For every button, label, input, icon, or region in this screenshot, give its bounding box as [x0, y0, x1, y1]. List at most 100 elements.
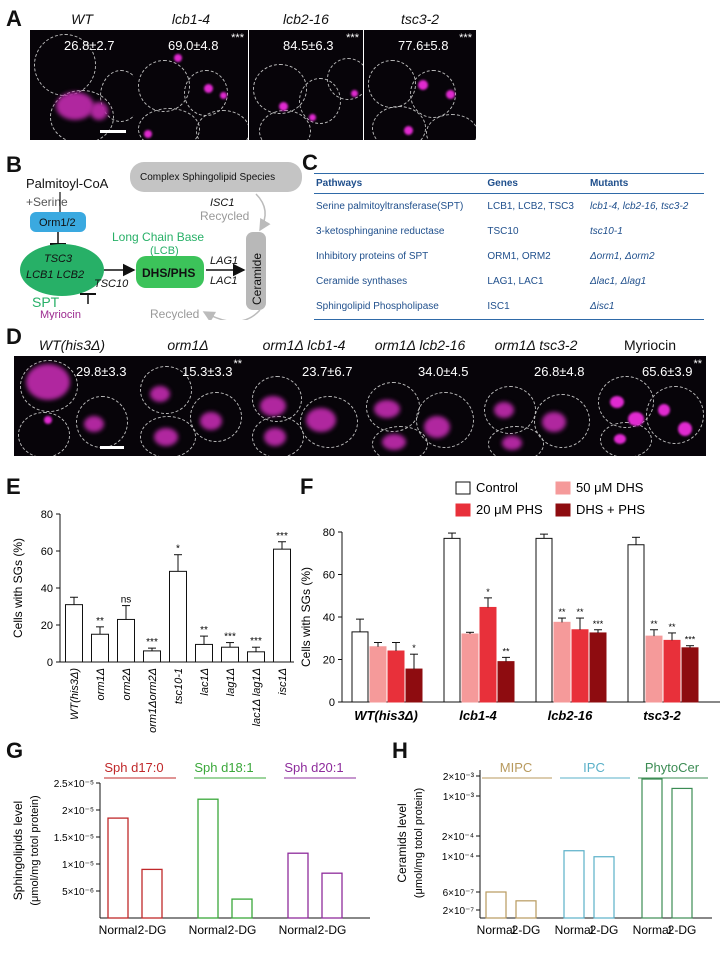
- bar: [143, 650, 161, 663]
- pathway-cell: Sphingolipid Phospholipase: [314, 294, 486, 320]
- significance-stars: ***: [231, 32, 244, 44]
- significance-stars: ***: [346, 32, 359, 44]
- bar: [627, 544, 645, 703]
- panel-label-g: G: [6, 738, 24, 763]
- significance-stars: **: [233, 358, 242, 370]
- y-axis-label: Cells with SGs (%): [11, 538, 25, 638]
- micrograph-label: lcb2-16: [283, 11, 329, 27]
- bar: [443, 537, 461, 703]
- mutants-cell: lcb1-4, lcb2-16, tsc3-2: [589, 201, 689, 212]
- y-tick-label: 60: [323, 570, 335, 582]
- x-tick-label: Normal: [279, 923, 318, 937]
- micrograph-lcb1-4: lcb1-4 69.0±4.8 ***: [134, 11, 248, 140]
- bar: [231, 898, 253, 919]
- bar: [321, 872, 343, 919]
- bar: [195, 643, 213, 663]
- y-tick-label: 1×10⁻⁵: [62, 860, 94, 871]
- lac1-label: LAC1: [210, 275, 238, 287]
- recycled-bottom-label: Recycled: [150, 307, 199, 320]
- recycled-top-label: Recycled: [200, 209, 249, 223]
- x-tick-label: orm1Δorm2Δ: [147, 668, 159, 733]
- micrograph-label: orm1Δ: [167, 337, 209, 353]
- y-tick-label: 40: [323, 612, 335, 624]
- y-tick-label: 5×10⁻⁶: [62, 887, 94, 898]
- x-tick-label: WT(his3Δ): [354, 708, 418, 723]
- mutants-cell: tsc10-1: [589, 226, 623, 237]
- bar: [663, 639, 681, 703]
- x-tick-label: orm2Δ: [121, 668, 133, 700]
- y-tick-label: 2×10⁻³: [443, 772, 475, 783]
- legend-label: DHS + PHS: [576, 502, 645, 517]
- serine-label: +Serine: [26, 195, 68, 209]
- y-tick-label: 40: [41, 583, 53, 595]
- x-tick-label: lac1Δ: [199, 668, 211, 696]
- x-tick-label: Normal: [633, 923, 672, 937]
- sg-percentage: 77.6±5.8: [398, 38, 449, 53]
- legend-swatch: [555, 503, 571, 517]
- x-tick-label: WT(his3Δ): [69, 668, 81, 720]
- table-row: Sphingolipid Phospholipase ISC1 Δisc1: [314, 294, 704, 320]
- bar: [671, 787, 693, 919]
- bar: [641, 778, 663, 919]
- significance-stars: ***: [459, 32, 472, 44]
- x-tick-label: Normal: [99, 923, 138, 937]
- sg-percentage: 69.0±4.8: [168, 38, 219, 53]
- bar: [197, 798, 219, 919]
- ceramide-label: Ceramide: [250, 253, 264, 305]
- bar: [485, 891, 507, 919]
- x-tick-label: Normal: [189, 923, 228, 937]
- micrograph-label: WT: [71, 11, 93, 27]
- micrograph-label: Myriocin: [623, 337, 677, 353]
- y-tick-label: 0: [47, 657, 53, 669]
- bar: [247, 651, 265, 663]
- bar: [479, 606, 497, 703]
- significance-label: **: [200, 625, 208, 636]
- legend-label: 50 μM DHS: [576, 480, 644, 495]
- significance-label: ***: [593, 619, 604, 629]
- bar: [535, 537, 553, 703]
- bar: [563, 850, 585, 919]
- bar: [107, 817, 129, 919]
- bar: [645, 635, 663, 703]
- pathway-table: Pathways Genes Mutants Serine palmitoylt…: [314, 173, 704, 320]
- significance-label: *: [412, 643, 416, 653]
- pathway-cell: Serine palmitoyltransferase(SPT): [316, 201, 464, 212]
- x-tick-label: 2-DG: [668, 923, 697, 937]
- y-tick-label: 1×10⁻⁴: [442, 852, 474, 863]
- significance-label: ns: [121, 595, 132, 606]
- bar: [387, 650, 405, 703]
- mutants-cell: Δlac1, Δlag1: [589, 276, 647, 287]
- tsc10-label: TSC10: [94, 278, 129, 290]
- micrograph-wt-his3: WT(his3Δ) 29.8±3.3: [14, 337, 130, 456]
- bar: [497, 661, 515, 703]
- lcb-title: Long Chain Base: [112, 230, 204, 244]
- y-tick-label: 2×10⁻⁴: [442, 832, 474, 843]
- y-tick-label: 2×10⁻⁵: [62, 806, 94, 817]
- spt-ellipse: [20, 244, 104, 296]
- x-tick-label: tsc3-2: [643, 708, 681, 723]
- sg-percentage: 26.8±2.7: [64, 38, 115, 53]
- panel-label-e: E: [6, 474, 21, 499]
- micrograph-orm1-lcb1-4: orm1Δ lcb1-4 23.7±6.7: [246, 337, 362, 456]
- group-label: MIPC: [500, 760, 533, 775]
- significance-label: ***: [224, 632, 236, 643]
- group-label: Sph d17:0: [104, 760, 163, 775]
- table-row: Inhibitory proteins of SPT ORM1, ORM2 Δorm…: [314, 244, 704, 269]
- dhs-phs-label: DHS/PHS: [142, 266, 195, 280]
- genes-cell: ORM1, ORM2: [487, 251, 551, 262]
- bar: [405, 668, 423, 703]
- y-axis-unit: (μmol/mg totol protein): [413, 788, 425, 898]
- table-row: Ceramide synthases LAG1, LAC1 Δlac1, Δlag1: [314, 269, 704, 294]
- x-tick-label: tsc10-1: [173, 668, 185, 704]
- lcb1-lcb2-label: LCB1 LCB2: [26, 269, 84, 281]
- significance-label: **: [558, 607, 566, 617]
- chart-e: 0 20 40 60 80 Cells with SGs (%) WT(his3Δ) ** or…: [11, 509, 294, 733]
- pathway-cell: Ceramide synthases: [316, 276, 408, 287]
- legend-swatch: [455, 481, 471, 495]
- bar: [571, 629, 589, 703]
- x-tick-label: Normal: [555, 923, 594, 937]
- pathway-cell: Inhibitory proteins of SPT: [316, 251, 429, 262]
- x-tick-label: isc1Δ: [277, 668, 289, 695]
- bar: [369, 646, 387, 703]
